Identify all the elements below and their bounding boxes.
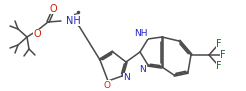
Text: F: F xyxy=(220,50,226,60)
Text: NH: NH xyxy=(134,29,148,38)
Text: N: N xyxy=(140,66,146,75)
Text: N: N xyxy=(124,74,130,83)
Text: O: O xyxy=(104,81,110,90)
Text: O: O xyxy=(33,29,41,39)
Text: O: O xyxy=(49,3,57,13)
Text: NH: NH xyxy=(66,16,81,26)
Text: F: F xyxy=(216,39,222,49)
Text: F: F xyxy=(216,61,222,71)
